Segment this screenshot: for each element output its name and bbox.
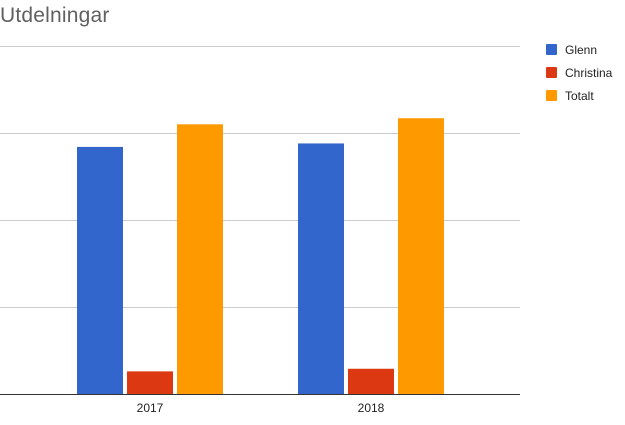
chart-title: Utdelningar [0, 4, 110, 27]
x-tick-label-2017: 2017 [137, 401, 164, 415]
legend: Glenn Christina Totalt [546, 38, 612, 107]
legend-label-totalt: Totalt [565, 88, 594, 103]
legend-label-glenn: Glenn [565, 42, 598, 57]
legend-item-glenn[interactable]: Glenn [546, 38, 612, 61]
x-tick-labels: 2017 2018 [137, 401, 385, 415]
legend-item-totalt[interactable]: Totalt [546, 84, 612, 107]
bar-glenn-2017[interactable] [77, 146, 123, 394]
bar-totalt-2017[interactable] [177, 124, 223, 395]
legend-swatch-glenn [546, 44, 557, 55]
bar-christina-2018[interactable] [348, 368, 394, 394]
legend-swatch-totalt [546, 90, 557, 101]
bar-christina-2017[interactable] [127, 371, 173, 394]
legend-label-christina: Christina [565, 65, 613, 80]
x-tick-label-2018: 2018 [358, 401, 385, 415]
bars [77, 118, 444, 395]
bar-glenn-2018[interactable] [298, 143, 344, 394]
legend-item-christina[interactable]: Christina [546, 61, 612, 84]
bar-totalt-2018[interactable] [398, 118, 444, 395]
legend-swatch-christina [546, 67, 557, 78]
